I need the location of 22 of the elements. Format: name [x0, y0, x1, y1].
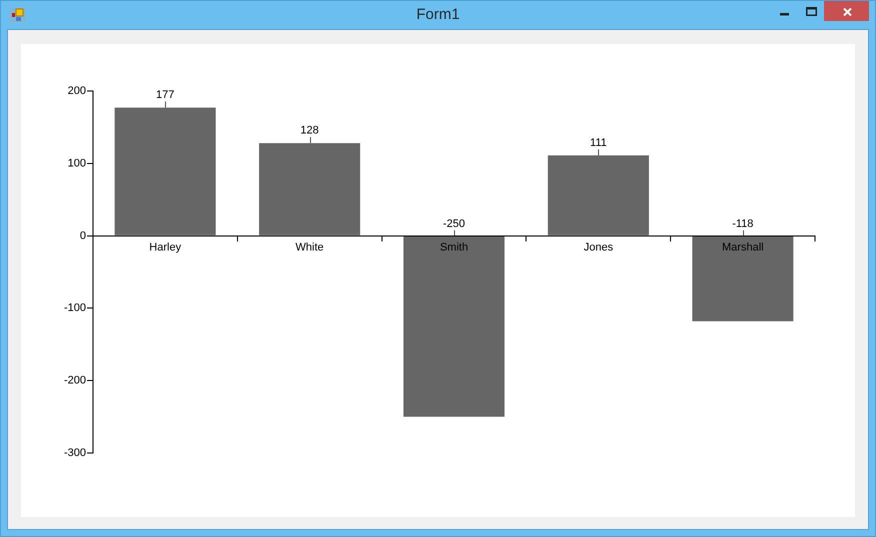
- bar: [259, 143, 360, 236]
- data-label: 111: [590, 136, 607, 149]
- y-tick-label: 200: [68, 85, 86, 98]
- y-tick-label: 0: [80, 230, 86, 242]
- chart-title: Form1: [415, 6, 461, 24]
- bar: [548, 155, 649, 236]
- x-tick-label: Jones: [584, 241, 614, 254]
- y-tick-label: -100: [64, 302, 86, 314]
- y-tick-label: -200: [64, 374, 86, 387]
- data-label: -250: [442, 218, 466, 230]
- x-tick-label: White: [296, 241, 324, 254]
- x-tick-label: Smith: [440, 241, 468, 254]
- data-label: -118: [732, 218, 754, 230]
- data-label: 177: [156, 89, 174, 102]
- x-tick-label: Harley: [149, 241, 182, 254]
- bar: [403, 236, 505, 417]
- y-tick-label: -300: [64, 447, 86, 460]
- y-tick-label: 100: [68, 157, 86, 170]
- bar: [114, 108, 216, 236]
- data-label: 128: [300, 124, 319, 137]
- bar: [692, 236, 794, 322]
- x-tick-label: Marshall: [722, 241, 764, 254]
